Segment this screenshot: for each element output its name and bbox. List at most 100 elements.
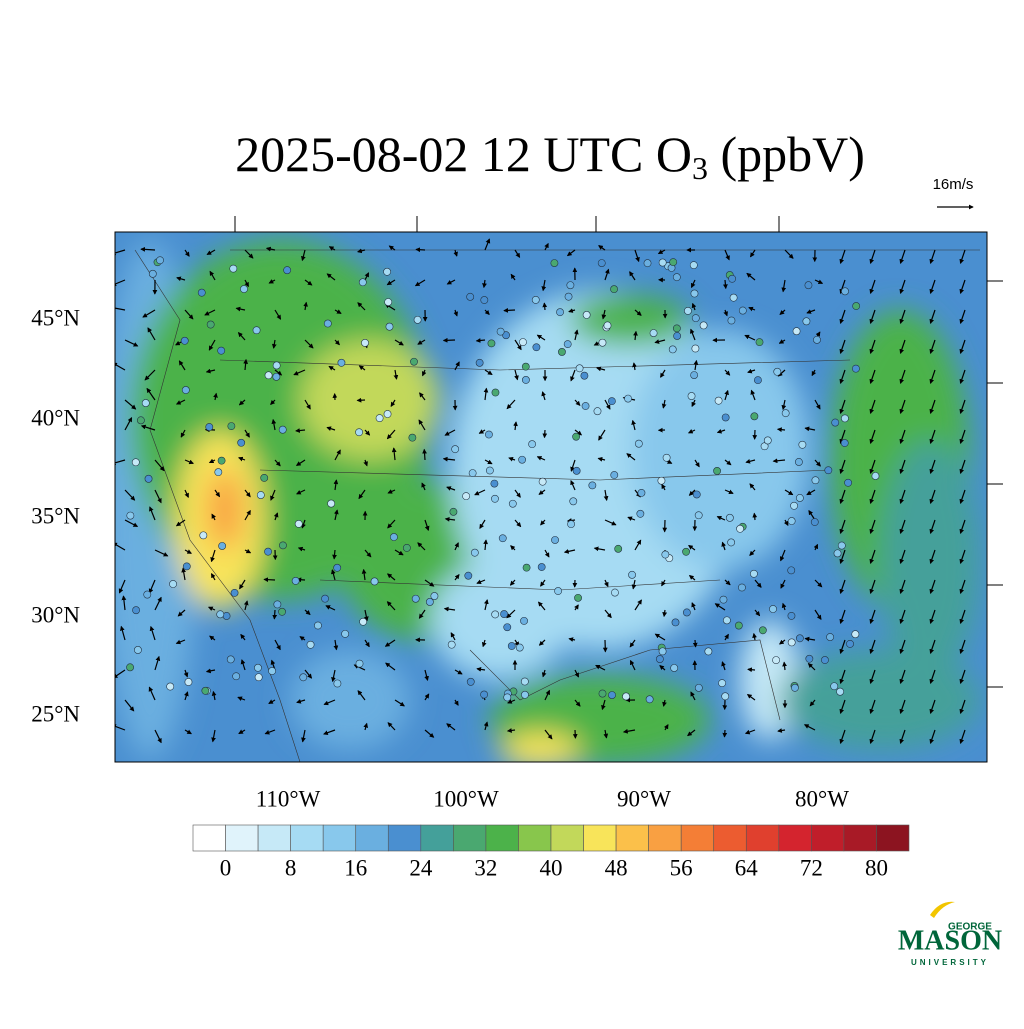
station-dot — [564, 341, 571, 348]
station-dot — [338, 359, 345, 366]
station-dot — [567, 282, 574, 289]
station-dot — [504, 624, 511, 631]
station-dot — [342, 630, 349, 637]
station-dot — [520, 617, 527, 624]
lat-label: 45°N — [31, 305, 80, 330]
colorbar-box — [226, 825, 259, 851]
station-dot — [650, 329, 657, 336]
station-dot — [533, 344, 540, 351]
wind-arrow — [754, 513, 755, 520]
station-dot — [788, 612, 795, 619]
station-dot — [522, 363, 529, 370]
station-dot — [738, 584, 745, 591]
station-dot — [764, 437, 771, 444]
station-dot — [450, 508, 457, 515]
station-dot — [772, 657, 779, 664]
station-dot — [551, 259, 558, 266]
station-dot — [715, 397, 722, 404]
colorbar-box — [779, 825, 812, 851]
station-dot — [467, 678, 474, 685]
lat-label: 30°N — [31, 602, 80, 627]
station-dot — [581, 372, 588, 379]
station-dot — [671, 664, 678, 671]
lat-label: 35°N — [31, 503, 80, 528]
station-dot — [565, 293, 572, 300]
colorbar-box — [844, 825, 877, 851]
station-dot — [215, 469, 222, 476]
station-dot — [492, 611, 499, 618]
station-dot — [529, 441, 536, 448]
station-dot — [834, 550, 841, 557]
station-dot — [659, 259, 666, 266]
station-dot — [832, 419, 839, 426]
colorbar-box — [193, 825, 226, 851]
station-dot — [227, 656, 234, 663]
station-dot — [555, 587, 562, 594]
station-dot — [853, 302, 860, 309]
station-dot — [604, 322, 611, 329]
station-dot — [448, 641, 455, 648]
station-dot — [845, 479, 852, 486]
station-dot — [691, 290, 698, 297]
station-dot — [599, 690, 606, 697]
station-dot — [690, 262, 697, 269]
station-dot — [499, 535, 506, 542]
wind-arrow — [778, 429, 785, 430]
station-dot — [492, 389, 499, 396]
station-dot — [846, 640, 853, 647]
colorbar-tick-label: 8 — [285, 855, 297, 880]
station-dot — [519, 339, 526, 346]
station-dot — [169, 580, 176, 587]
station-dot — [200, 532, 207, 539]
station-dot — [723, 617, 730, 624]
station-dot — [700, 322, 707, 329]
station-dot — [608, 692, 615, 699]
colorbar-box — [291, 825, 324, 851]
station-dot — [508, 642, 515, 649]
station-dot — [574, 594, 581, 601]
colorbar-tick-label: 56 — [670, 855, 693, 880]
station-dot — [637, 510, 644, 517]
wind-arrow — [334, 550, 335, 559]
title-suffix: (ppbV) — [708, 126, 865, 182]
station-dot — [750, 570, 757, 577]
station-dot — [361, 339, 368, 346]
station-dot — [233, 673, 240, 680]
station-dot — [207, 321, 214, 328]
colorbar-tick-label: 0 — [220, 855, 232, 880]
station-dot — [754, 377, 761, 384]
station-dot — [662, 551, 669, 558]
station-dot — [279, 542, 286, 549]
colorbar-box — [421, 825, 454, 851]
station-dot — [206, 423, 213, 430]
station-dot — [156, 257, 163, 264]
station-dot — [718, 680, 725, 687]
station-dot — [134, 646, 141, 653]
station-dot — [149, 270, 156, 277]
station-dot — [852, 631, 859, 638]
station-dot — [695, 512, 702, 519]
station-dot — [274, 601, 281, 608]
station-dot — [127, 512, 134, 519]
station-dot — [568, 521, 575, 528]
logo-bottom: UNIVERSITY — [911, 958, 989, 967]
station-dot — [756, 339, 763, 346]
lat-label: 40°N — [31, 405, 80, 430]
station-dot — [486, 467, 493, 474]
station-dot — [295, 520, 302, 527]
station-dot — [788, 517, 795, 524]
station-dot — [360, 618, 367, 625]
station-dot — [481, 296, 488, 303]
station-dot — [635, 440, 642, 447]
station-dot — [583, 311, 590, 318]
station-dot — [774, 368, 781, 375]
station-dot — [852, 365, 859, 372]
station-dot — [782, 410, 789, 417]
station-dot — [608, 398, 615, 405]
station-dot — [611, 471, 618, 478]
station-dot — [825, 467, 832, 474]
station-dot — [682, 548, 689, 555]
map-field — [100, 232, 987, 768]
station-dot — [735, 622, 742, 629]
station-dot — [217, 611, 224, 618]
